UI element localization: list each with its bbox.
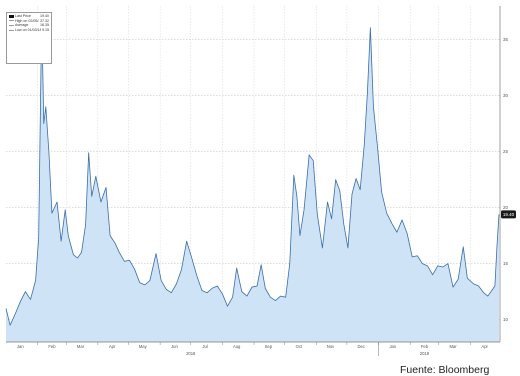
legend-label: Low on 01/03/18: [15, 27, 41, 32]
legend-value: 9.15: [42, 27, 49, 32]
last-price-label: 19.40: [503, 212, 515, 217]
x-tick-label: Jun: [171, 344, 178, 349]
legend-label: Average: [15, 23, 29, 28]
x-tick-label: Nov: [327, 344, 335, 349]
x-tick-label: Apr: [109, 344, 116, 349]
x-tick-label: Jul: [202, 344, 207, 349]
x-tick-label: Sep: [265, 344, 273, 349]
y-tick-label: 10: [503, 317, 509, 322]
x-tick-label: May: [139, 344, 148, 349]
y-tick-label: 25: [503, 149, 509, 154]
legend-entry: High on 02/05/18 37.32: [9, 19, 49, 24]
series-area: [6, 13, 499, 343]
plot-area: [5, 13, 500, 343]
x-year-label: 2019: [420, 351, 430, 356]
legend-swatch: [9, 14, 14, 18]
x-tick-label: Oct: [296, 344, 303, 349]
legend-value: 37.32: [40, 18, 49, 23]
legend-swatch: [9, 29, 14, 31]
legend-swatch: [9, 24, 14, 26]
legend-entry: Last Price 19.40: [9, 14, 49, 19]
x-tick-label: Mar: [77, 344, 85, 349]
x-tick-label: Feb: [48, 344, 56, 349]
x-tick-label: Mar: [449, 344, 457, 349]
legend-value: 16.35: [40, 23, 49, 28]
x-tick-label: Apr: [481, 344, 488, 349]
legend-entry: Low on 01/03/18 9.15: [9, 28, 49, 33]
x-tick-label: Jan: [389, 344, 396, 349]
legend: Last Price 19.40 High on 02/05/18 37.32 …: [6, 12, 52, 64]
x-tick-label: Aug: [233, 344, 241, 349]
y-tick-label: 15: [503, 261, 509, 266]
y-tick-label: 20: [503, 205, 509, 210]
x-tick-label: Feb: [421, 344, 429, 349]
axes: 10 15 20 25 30 35 Jan Feb Mar Apr May Jun Jul Aug Sep O…: [6, 6, 516, 356]
x-tick-label: Dec: [357, 344, 364, 349]
series-line: [5, 13, 500, 326]
y-tick-label: 30: [503, 93, 509, 98]
y-tick-label: 35: [503, 37, 509, 42]
x-year-label: 2018: [186, 351, 196, 356]
legend-swatch: [9, 20, 14, 22]
legend-value: 19.40: [40, 14, 49, 18]
legend-label: Last Price: [15, 14, 31, 18]
source-note: Fuente: Bloomberg: [400, 364, 490, 376]
x-tick-label: Jan: [17, 344, 24, 349]
legend-entry: Average 16.35: [9, 23, 49, 28]
legend-label: High on 02/05/18: [15, 18, 39, 23]
last-price-badge: [501, 210, 516, 219]
